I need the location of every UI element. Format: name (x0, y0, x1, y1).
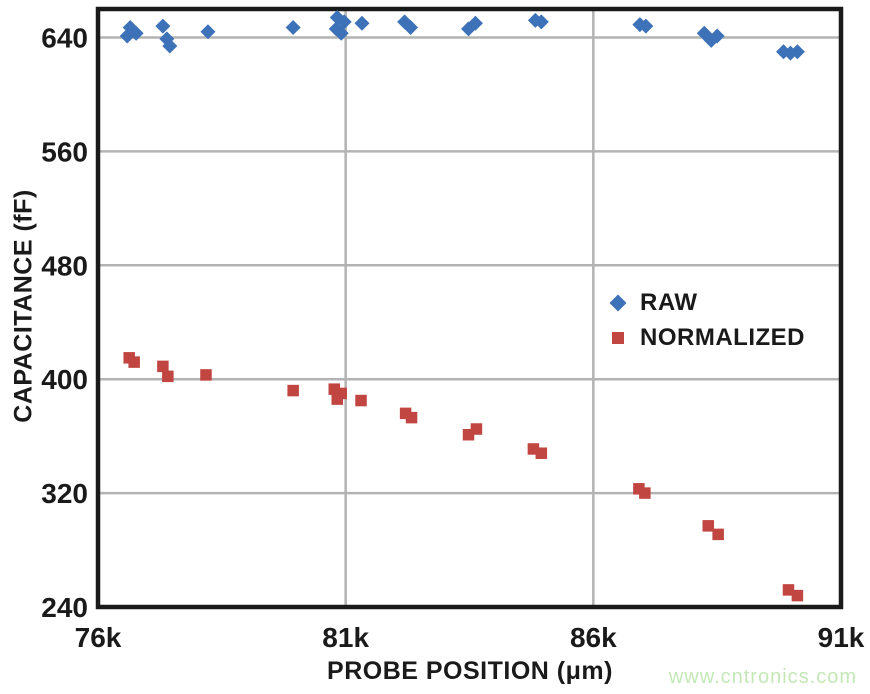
chart-legend: RAW NORMALIZED (605, 289, 805, 352)
raw-data-point (333, 25, 349, 41)
raw-data-point (354, 15, 370, 31)
normalized-data-point (633, 483, 645, 495)
normalized-data-point (355, 394, 367, 407)
legend-label-normalized: NORMALIZED (640, 324, 805, 351)
normalized-data-point (399, 407, 412, 420)
raw-data-point (285, 20, 301, 36)
x-tick-label: 86k (570, 622, 617, 653)
normalized-data-point (535, 447, 548, 459)
normalized-data-point (200, 369, 212, 381)
y-tick-label: 240 (41, 592, 88, 623)
x-tick-label: 81k (322, 622, 369, 653)
legend-label-raw: RAW (640, 289, 698, 316)
raw-diamond-icon (605, 294, 631, 312)
raw-data-point (122, 20, 138, 36)
legend-item-raw: RAW (605, 289, 805, 317)
raw-data-point (789, 44, 805, 60)
normalized-data-point (702, 520, 715, 532)
y-tick-label: 320 (41, 478, 88, 509)
raw-data-point (119, 28, 135, 44)
normalized-data-point (157, 360, 169, 373)
raw-data-point (533, 14, 549, 30)
normalized-square-icon (605, 332, 631, 344)
raw-data-point (467, 15, 483, 31)
normalized-data-point (791, 589, 804, 602)
normalized-data-point (782, 584, 795, 596)
y-tick-label: 640 (41, 22, 88, 53)
raw-data-point (638, 18, 654, 34)
normalized-data-point (331, 393, 343, 405)
y-tick-label: 480 (41, 250, 88, 281)
y-tick-label: 560 (41, 136, 88, 167)
normalized-data-point (405, 411, 418, 424)
normalized-data-point (287, 384, 299, 397)
raw-data-point (461, 21, 477, 37)
normalized-data-point (328, 383, 341, 395)
x-tick-label: 76k (75, 622, 122, 653)
normalized-data-point (128, 356, 140, 368)
normalized-data-point (162, 370, 174, 383)
y-axis-title: CAPACITANCE (fF) (9, 189, 38, 423)
normalized-data-point (470, 423, 483, 435)
raw-data-point (155, 18, 171, 34)
x-axis-title: PROBE POSITION (μm) (327, 657, 613, 685)
watermark-text: www.cntronics.com (668, 666, 857, 688)
normalized-data-point (462, 428, 475, 441)
raw-data-point (200, 24, 216, 40)
normalized-data-point (712, 528, 724, 541)
raw-data-point (336, 14, 352, 30)
raw-data-point (403, 20, 419, 36)
plot-border (95, 6, 844, 610)
normalized-data-point (527, 443, 540, 455)
raw-data-point (709, 28, 725, 44)
raw-data-point (162, 38, 178, 54)
y-tick-label: 400 (41, 364, 88, 395)
normalized-data-point (639, 487, 651, 499)
legend-item-normalized: NORMALIZED (605, 324, 805, 352)
x-tick-label: 91k (818, 622, 865, 653)
